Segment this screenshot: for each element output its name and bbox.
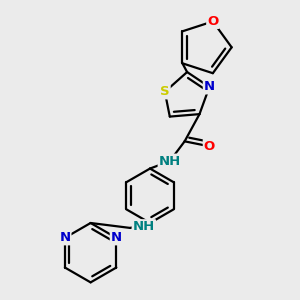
- Text: N: N: [204, 80, 215, 93]
- Text: O: O: [207, 15, 218, 28]
- Text: S: S: [160, 85, 170, 98]
- Text: N: N: [111, 231, 122, 244]
- Text: NH: NH: [159, 154, 181, 168]
- Text: N: N: [59, 231, 70, 244]
- Text: O: O: [204, 140, 215, 153]
- Text: NH: NH: [133, 220, 155, 233]
